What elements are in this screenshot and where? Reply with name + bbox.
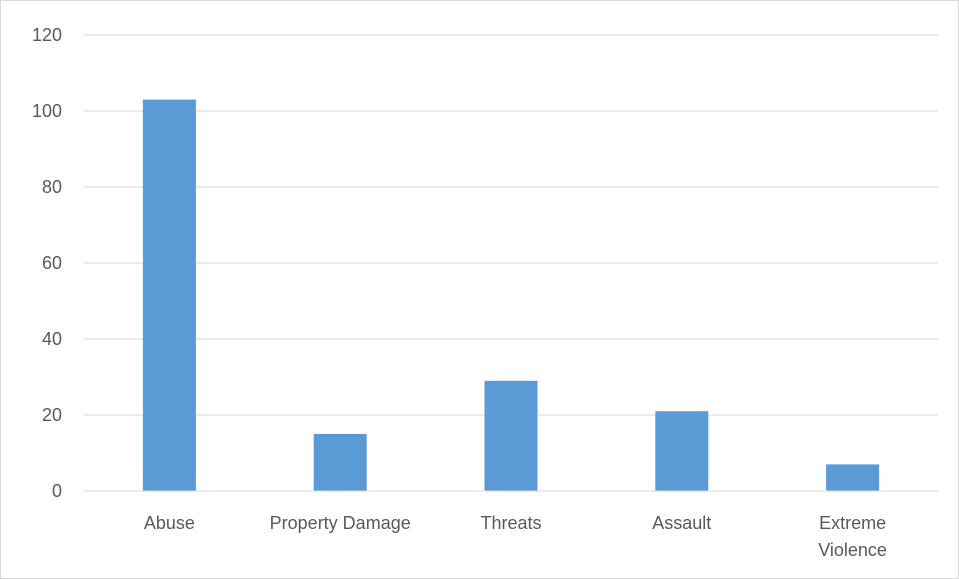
bar-extreme-violence [826,464,880,491]
y-tick-label-5: 100 [32,101,62,121]
y-tick-label-1: 20 [42,405,62,425]
gridlines [84,34,938,416]
bar-property-damage [313,434,367,491]
y-tick-label-4: 80 [42,177,62,197]
bar-assault [655,411,709,491]
x-tick-label-property-damage: Property Damage [270,513,411,533]
y-axis-tick-labels: 0 20 40 60 80 100 120 [32,25,62,501]
bar-threats [484,380,538,491]
y-tick-label-0: 0 [52,481,62,501]
x-tick-label-abuse: Abuse [144,513,195,533]
x-axis-tick-labels: Abuse Property Damage Threats Assault Extrem… [144,513,887,560]
y-tick-label-2: 40 [42,329,62,349]
x-tick-label-assault: Assault [652,513,711,533]
bars [142,99,880,491]
x-tick-label-extreme-violence: Extreme Violence [818,513,887,560]
y-tick-label-6: 120 [32,25,62,45]
x-tick-label-threats: Threats [480,513,541,533]
bar-abuse [142,99,196,491]
y-tick-label-3: 60 [42,253,62,273]
